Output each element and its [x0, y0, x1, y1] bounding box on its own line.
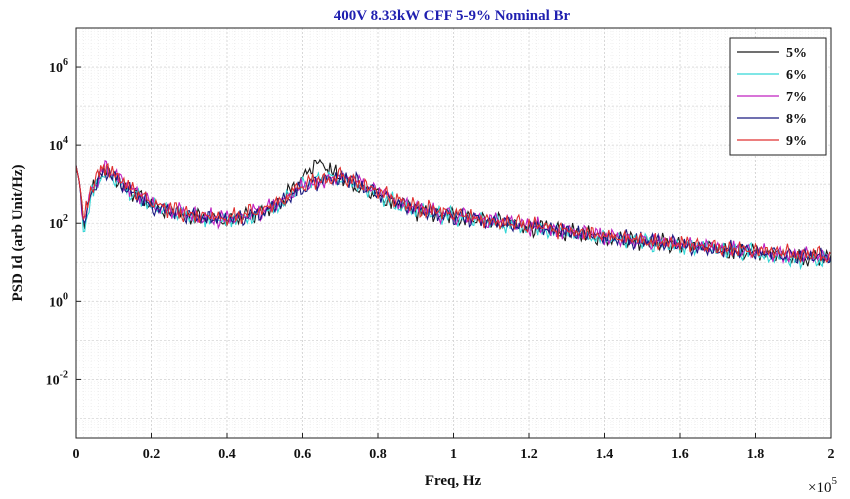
x-tick-label: 1.2: [520, 447, 538, 462]
y-tick-label: 106: [49, 57, 68, 76]
y-tick-label: 104: [49, 135, 68, 154]
x-tick-label: 1: [450, 447, 457, 462]
legend-label: 6%: [786, 68, 807, 83]
x-tick-label: 1.4: [596, 447, 614, 462]
y-tick-label: 10-2: [46, 369, 68, 388]
x-axis-ticks: 0 0.2 0.4 0.6 0.8 1 1.2 1.4 1.6 1.8 2: [73, 433, 835, 462]
x-tick-label: 0: [73, 447, 80, 462]
x-tick-label: 1.6: [671, 447, 689, 462]
legend-label: 7%: [786, 90, 807, 105]
x-tick-label: 2: [828, 447, 835, 462]
y-tick-label: 100: [49, 291, 68, 310]
legend: 5% 6% 7% 8% 9%: [729, 37, 827, 156]
legend-label: 8%: [786, 112, 807, 127]
x-tick-label: 0.6: [294, 447, 312, 462]
series-layer: [75, 158, 832, 271]
x-tick-label: 0.2: [143, 447, 161, 462]
chart-title: 400V 8.33kW CFF 5-9% Nominal Br: [334, 8, 571, 24]
x-axis-label: Freq, Hz: [425, 473, 482, 489]
series-line-8pct: [75, 165, 832, 264]
x-tick-label: 0.8: [369, 447, 387, 462]
x-tick-label: 1.8: [747, 447, 765, 462]
y-tick-label: 102: [49, 213, 68, 232]
legend-label: 9%: [786, 134, 807, 149]
y-axis-label: PSD Id (arb Unit/Hz): [10, 164, 26, 301]
series-line-9pct: [75, 162, 832, 264]
y-axis-ticks: 10-2 100 102 104 106: [46, 57, 81, 388]
x-multiplier-base: ×10: [808, 480, 831, 496]
x-tick-label: 0.4: [218, 447, 236, 462]
legend-label: 5%: [786, 46, 807, 61]
x-multiplier-exponent: 5: [831, 475, 837, 487]
x-axis-multiplier: ×105: [808, 475, 837, 496]
